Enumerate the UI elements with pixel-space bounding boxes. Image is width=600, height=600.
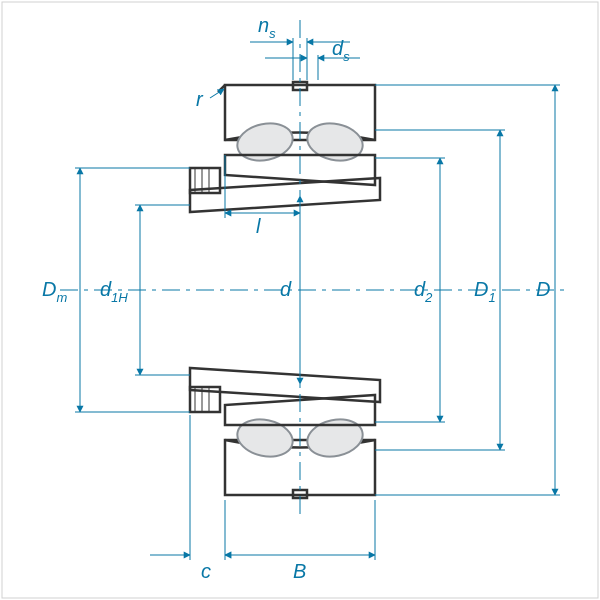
label-B: B — [293, 561, 306, 583]
adapter-sleeve-top — [190, 168, 380, 212]
label-D1: D1 — [474, 279, 496, 305]
label-d1H: d1H — [100, 279, 128, 305]
bearing-top-half — [218, 82, 375, 185]
label-c: c — [201, 561, 211, 583]
bearing-cross-section: ns ds r l d Dm d1H d2 D1 D c B — [0, 0, 600, 600]
label-Dm: Dm — [42, 279, 67, 305]
label-D: D — [536, 279, 550, 301]
label-r: r — [196, 89, 204, 111]
label-ns: ns — [258, 15, 276, 41]
adapter-sleeve-bottom — [190, 368, 380, 412]
label-d2: d2 — [414, 279, 433, 305]
label-l: l — [256, 216, 261, 238]
label-d: d — [280, 279, 292, 301]
